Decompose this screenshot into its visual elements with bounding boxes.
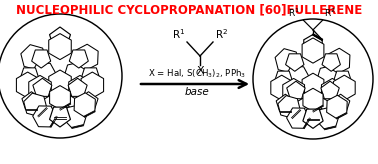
Polygon shape — [328, 48, 350, 73]
Polygon shape — [321, 78, 343, 104]
Polygon shape — [50, 107, 70, 127]
Text: X: X — [196, 66, 204, 76]
Text: R$^2$: R$^2$ — [215, 27, 228, 41]
Polygon shape — [321, 81, 339, 99]
Polygon shape — [49, 34, 71, 60]
Polygon shape — [50, 27, 70, 47]
Polygon shape — [69, 75, 91, 101]
Polygon shape — [16, 72, 39, 98]
Polygon shape — [31, 63, 57, 86]
Polygon shape — [50, 86, 70, 110]
Polygon shape — [69, 50, 88, 68]
Polygon shape — [79, 92, 98, 110]
Polygon shape — [51, 79, 70, 97]
Polygon shape — [49, 70, 71, 96]
Polygon shape — [286, 54, 304, 71]
Polygon shape — [74, 93, 95, 117]
Polygon shape — [64, 105, 87, 128]
Polygon shape — [302, 38, 324, 63]
Polygon shape — [275, 49, 299, 73]
Polygon shape — [33, 78, 52, 96]
Polygon shape — [271, 75, 293, 100]
Polygon shape — [285, 66, 310, 89]
Text: base: base — [184, 87, 209, 97]
Polygon shape — [81, 68, 100, 86]
Polygon shape — [75, 44, 98, 70]
Text: NUCLEOPHILIC CYCLOPROPANATION [60]FULLERENE: NUCLEOPHILIC CYCLOPROPANATION [60]FULLER… — [16, 3, 362, 16]
Polygon shape — [68, 78, 87, 96]
Polygon shape — [29, 75, 51, 101]
Polygon shape — [64, 62, 89, 87]
Polygon shape — [287, 108, 310, 128]
Text: R$^1$: R$^1$ — [288, 7, 301, 19]
Polygon shape — [316, 107, 339, 129]
Text: X = Hal, S(CH$_3$)$_2$, PPh$_3$: X = Hal, S(CH$_3$)$_2$, PPh$_3$ — [148, 68, 246, 81]
Polygon shape — [317, 65, 341, 90]
Polygon shape — [20, 68, 39, 86]
Polygon shape — [303, 109, 323, 128]
Polygon shape — [24, 93, 47, 116]
Polygon shape — [278, 96, 300, 118]
Polygon shape — [51, 100, 70, 118]
Text: R$^2$: R$^2$ — [324, 7, 335, 19]
Polygon shape — [304, 34, 322, 56]
Polygon shape — [303, 88, 323, 112]
Polygon shape — [287, 81, 305, 99]
FancyArrowPatch shape — [141, 80, 246, 88]
Polygon shape — [22, 92, 41, 110]
Circle shape — [253, 19, 373, 139]
Circle shape — [0, 14, 122, 138]
Polygon shape — [274, 71, 293, 89]
Polygon shape — [283, 78, 305, 104]
Polygon shape — [333, 75, 355, 100]
Text: R$^1$: R$^1$ — [172, 27, 185, 41]
Polygon shape — [32, 50, 51, 68]
Polygon shape — [333, 71, 352, 89]
Polygon shape — [21, 45, 46, 70]
Polygon shape — [276, 94, 294, 112]
Polygon shape — [81, 72, 104, 98]
Polygon shape — [33, 106, 57, 127]
Polygon shape — [322, 54, 341, 71]
Polygon shape — [332, 94, 350, 112]
Polygon shape — [327, 95, 347, 118]
Polygon shape — [302, 73, 324, 98]
Polygon shape — [304, 82, 322, 99]
Polygon shape — [304, 102, 322, 120]
